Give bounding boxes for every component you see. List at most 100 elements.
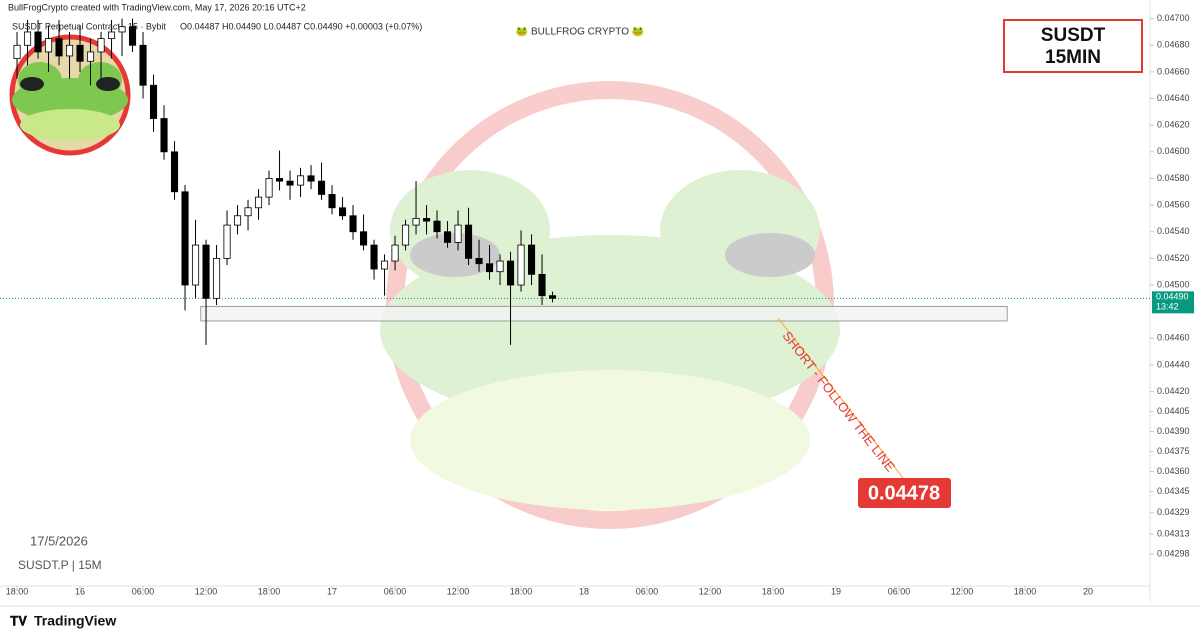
x-tick-label: 18:00 [258,586,281,596]
candle-body [496,260,504,273]
candle-body [317,180,326,195]
candle-body [128,26,137,46]
x-tick-label: 18:00 [510,586,533,596]
candle-body [517,244,525,286]
candle-body [275,178,284,182]
candle-body [443,231,452,243]
ohlc: O0.04487 H0.04490 L0.04487 C0.04490 +0.0… [180,21,422,31]
candle-body [538,273,546,297]
badge-line: SUSDT [1041,25,1106,46]
candle-body [286,180,294,186]
candle-body [338,207,347,217]
candle-body [107,31,116,40]
y-tick-label: 0.04640 [1157,93,1190,103]
brand-icon: 𝐓𝐕 [10,613,27,628]
y-tick-label: 0.04375 [1157,446,1190,456]
y-tick-label: 0.04390 [1157,426,1190,436]
x-tick-label: 12:00 [699,586,722,596]
y-tick-label: 0.04620 [1157,120,1190,130]
candle-body [464,224,473,259]
candle-body [307,175,315,182]
candle-body [454,224,462,243]
y-tick-label: 0.04329 [1157,507,1190,517]
candle-body [76,44,84,62]
candle-body [86,51,95,62]
candle-body [506,260,515,286]
x-tick-label: 18:00 [1014,586,1037,596]
candle-body [359,231,368,246]
candle-body [55,38,63,57]
y-tick-label: 0.04405 [1157,406,1190,416]
footer-date: 17/5/2026 [30,533,88,548]
candle-body [181,191,189,286]
y-tick-label: 0.04560 [1157,199,1190,209]
candle-body [160,118,168,153]
candle-body [265,178,273,198]
x-tick-label: 18:00 [6,586,29,596]
x-tick-label: 18 [579,586,589,596]
candle-body [422,218,431,222]
candle-body [527,244,536,275]
candle-body [149,84,158,119]
brand: TradingView [34,613,116,629]
y-tick-label: 0.04520 [1157,253,1190,263]
candle-body [370,244,378,270]
x-tick-label: 12:00 [195,586,218,596]
x-tick-label: 06:00 [384,586,407,596]
y-tick-label: 0.04298 [1157,548,1190,558]
x-tick-label: 12:00 [951,586,974,596]
y-tick-label: 0.04600 [1157,146,1190,156]
candle-body [401,224,410,246]
candle-body [44,38,53,53]
candle-body [212,257,221,299]
y-tick-label: 0.04540 [1157,226,1190,236]
y-tick-label: 0.04460 [1157,333,1190,343]
y-tick-label: 0.04580 [1157,173,1190,183]
candle-body [548,295,557,299]
footer-symbol: SUSDT.P | 15M [18,558,102,572]
x-tick-label: 06:00 [132,586,155,596]
candle-body [254,196,263,209]
candle-body [97,38,105,53]
candle-body [139,44,147,86]
target-text: 0.04478 [868,482,940,504]
candle-body [391,244,399,262]
candle-body [244,207,252,217]
candle-body [233,215,242,226]
candle-body [34,31,42,53]
x-tick-label: 16 [75,586,85,596]
last-price-label: 0.04490 [1156,292,1189,302]
x-tick-label: 20 [1083,586,1093,596]
y-tick-label: 0.04420 [1157,386,1190,396]
y-tick-label: 0.04360 [1157,466,1190,476]
candle-body [349,215,357,233]
x-tick-label: 06:00 [888,586,911,596]
y-tick-label: 0.04660 [1157,66,1190,76]
candle-body [380,260,389,270]
watermark-title: 🐸 BULLFROG CRYPTO 🐸 [516,26,644,38]
logo [9,34,131,156]
trend-line [777,317,904,479]
candle-body [170,151,179,193]
candle-body [65,44,74,57]
plot: 0.04700 0.04680 0.04660 0.04640 0.04620 0.046… [0,0,1194,602]
symbol: SUSDT Perpetual Contract · 15 · Bybit [12,21,166,31]
y-tick-label: 0.04680 [1157,40,1190,50]
x-tick-label: 06:00 [636,586,659,596]
candle-body [433,220,441,233]
x-tick-label: 18:00 [762,586,785,596]
badge [1003,19,1143,73]
candle-body [23,31,32,46]
y-tick-label: 0.04500 [1157,279,1190,289]
candle-body [13,44,21,60]
countdown: 13:42 [1156,302,1179,312]
y-tick-label: 0.04345 [1157,486,1190,496]
x-tick-label: 17 [327,586,337,596]
target-label [858,478,951,508]
candle-body [202,244,210,299]
candle-body [328,194,336,209]
candle-body [191,244,200,286]
candle-body [296,175,305,186]
candle-body [118,26,126,33]
